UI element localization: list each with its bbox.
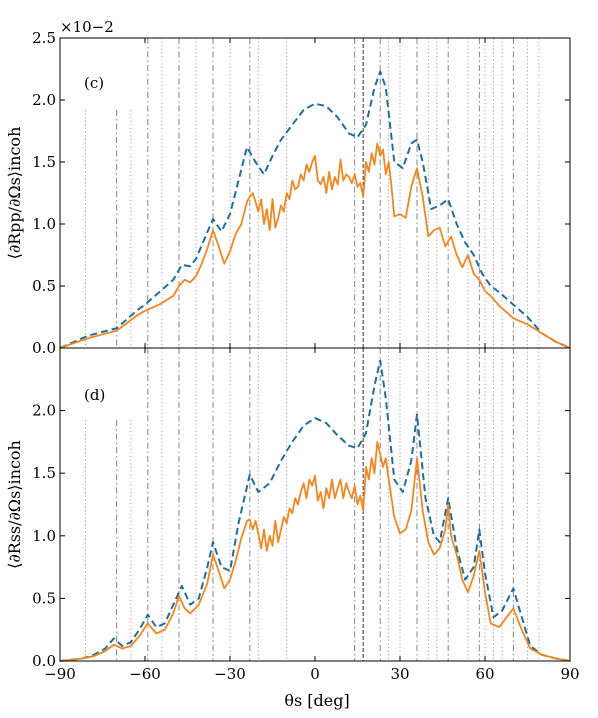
x-tick-label: −60: [129, 665, 161, 683]
panel-d-ticks: 0.0 0.5 1.0 1.5 2.0 −90 −60 −30 0 30 60 90: [32, 348, 580, 683]
panel-c-ylabel: ⟨∂Rpp/∂Ωs⟩incoh: [5, 127, 24, 260]
y-tick-label: 0.0: [32, 652, 56, 670]
panel-c: 0.0 0.5 1.0 1.5 2.0 2.5 (c) ⟨∂Rpp/∂Ωs⟩incoh: [5, 29, 571, 357]
x-tick-label: −90: [44, 665, 76, 683]
y-tick-label: 0.5: [32, 277, 56, 295]
x-axis-label: θs [deg]: [284, 691, 349, 710]
panel-d-reference-lines: [85, 348, 540, 661]
y-tick-label: 1.5: [32, 464, 56, 482]
panel-c-ticks: 0.0 0.5 1.0 1.5 2.0 2.5: [32, 29, 571, 357]
x-tick-label: 0: [310, 665, 320, 683]
panel-c-series: [59, 70, 571, 349]
exponent-label: ×10−2: [60, 18, 114, 36]
series-line-dashed: [59, 70, 571, 349]
panel-d-ylabel: ⟨∂Rss/∂Ωs⟩incoh: [5, 440, 24, 569]
y-tick-label: 2.0: [32, 91, 56, 109]
panel-c-label: (c): [84, 74, 104, 92]
panel-c-reference-lines: [85, 38, 540, 348]
y-tick-label: 0.5: [32, 589, 56, 607]
y-tick-label: 0.0: [32, 339, 56, 357]
panel-d-series: [59, 359, 571, 662]
series-line-dashed: [59, 359, 571, 662]
x-tick-label: 60: [475, 665, 494, 683]
y-tick-label: 2.5: [32, 29, 56, 47]
y-tick-label: 1.5: [32, 153, 56, 171]
x-tick-label: −30: [214, 665, 246, 683]
series-line-solid: [59, 440, 571, 662]
x-tick-label: 90: [560, 665, 579, 683]
y-tick-label: 1.0: [32, 215, 56, 233]
panel-d-label: (d): [84, 386, 105, 404]
panel-d: 0.0 0.5 1.0 1.5 2.0 −90 −60 −30 0 30 60 90 (d) ⟨∂Rs…: [5, 347, 580, 683]
series-line-solid: [59, 142, 571, 349]
x-tick-label: 30: [390, 665, 409, 683]
y-tick-label: 2.0: [32, 402, 56, 420]
y-tick-label: 1.0: [32, 527, 56, 545]
